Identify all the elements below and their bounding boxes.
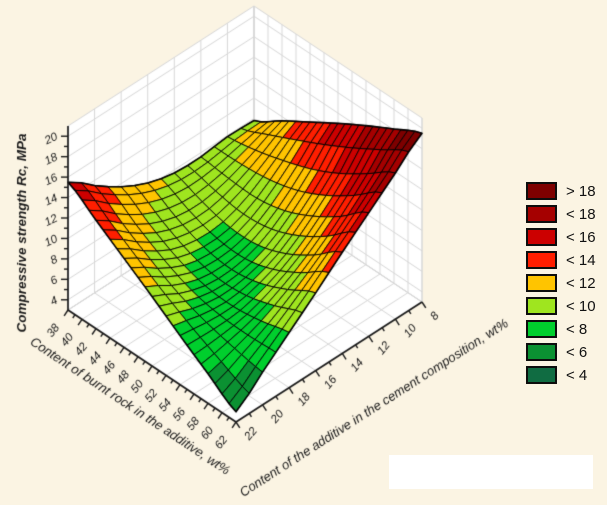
legend-label: < 8 (566, 320, 588, 338)
legend-swatch (526, 366, 557, 384)
legend-item: < 8 (526, 320, 596, 338)
legend-label: < 16 (566, 228, 596, 246)
legend-item: < 10 (526, 297, 596, 315)
legend-swatch (526, 274, 557, 292)
legend-label: < 6 (566, 343, 588, 361)
legend-item: < 16 (526, 228, 596, 246)
legend-swatch (526, 182, 557, 200)
legend-label: < 12 (566, 274, 596, 292)
legend-label: > 18 (566, 182, 596, 200)
legend-swatch (526, 343, 557, 361)
legend-label: < 14 (566, 251, 596, 269)
legend-item: > 18 (526, 182, 596, 200)
watermark-box (389, 455, 593, 489)
legend-swatch (526, 205, 557, 223)
legend-item: < 18 (526, 205, 596, 223)
legend-item: < 6 (526, 343, 596, 361)
legend-swatch (526, 297, 557, 315)
legend-item: < 4 (526, 366, 596, 384)
legend-item: < 12 (526, 274, 596, 292)
legend-swatch (526, 320, 557, 338)
legend-label: < 4 (566, 366, 588, 384)
legend-item: < 14 (526, 251, 596, 269)
legend: > 18 < 18 < 16 < 14 < 12 < 10 < 8 < 6 (526, 182, 596, 389)
legend-swatch (526, 251, 557, 269)
legend-label: < 18 (566, 205, 596, 223)
legend-label: < 10 (566, 297, 596, 315)
legend-swatch (526, 228, 557, 246)
